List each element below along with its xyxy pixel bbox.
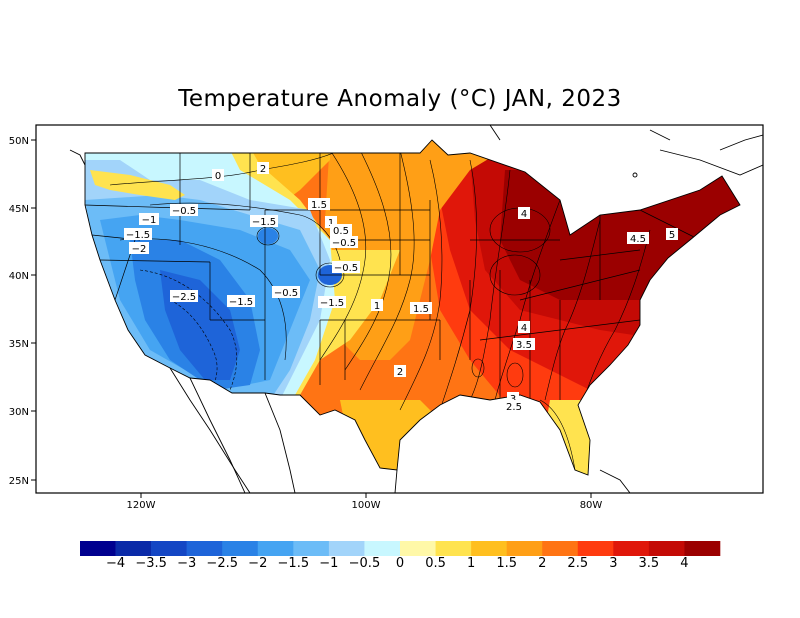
colorbar-swatch xyxy=(293,541,330,556)
lon-axis: 120W 100W 80W xyxy=(127,493,603,511)
contour-label: −2 xyxy=(132,244,147,255)
colorbar-swatch xyxy=(186,541,223,556)
contour-label: 4.5 xyxy=(630,234,646,245)
contour-label: 5 xyxy=(669,230,675,241)
contour-label: −0.5 xyxy=(332,238,356,249)
lat-tick-label: 35N xyxy=(9,339,29,350)
colorbar-swatch xyxy=(364,541,401,556)
colorbar-swatch xyxy=(328,541,365,556)
colorbar-label: 0 xyxy=(395,556,405,571)
contour-label: 2.5 xyxy=(506,402,522,413)
colorbar-label: −1.5 xyxy=(277,556,310,571)
contour-label: −2.5 xyxy=(172,292,196,303)
lat-tick-label: 25N xyxy=(9,476,29,487)
map-title: Temperature Anomaly (°C) JAN, 2023 xyxy=(178,86,622,112)
contour-label: 4 xyxy=(521,323,527,334)
colorbar-label: −2 xyxy=(248,556,268,571)
contour-labels: 2 0 −0.5 −1 −1.5 −2 −1.5 −0.5 −2.5 −1.5 … xyxy=(124,162,678,413)
colorbar-label: −1 xyxy=(319,556,339,571)
colorbar-label: −4 xyxy=(105,556,126,571)
colorbar-label: −2.5 xyxy=(206,556,239,571)
colorbar xyxy=(80,541,721,556)
colorbar-swatch xyxy=(471,541,507,556)
colorbar-swatch xyxy=(257,541,294,556)
contour-label: 1 xyxy=(328,218,334,229)
colorbar-label: −3.5 xyxy=(135,556,167,571)
colorbar-swatch xyxy=(115,541,152,556)
map-border xyxy=(35,124,764,494)
contour-label: −1 xyxy=(142,215,157,226)
contour-label: 3 xyxy=(510,394,516,405)
colorbar-label: 3 xyxy=(609,556,618,571)
contour-label: 1 xyxy=(374,301,380,312)
colorbar-label: 2 xyxy=(538,556,547,571)
lon-tick-label: 120W xyxy=(127,500,156,511)
lat-tick-label: 50N xyxy=(9,136,29,147)
contour-label: 0.5 xyxy=(333,226,349,237)
contour-label: 1.5 xyxy=(311,200,327,211)
colorbar-swatch xyxy=(80,541,116,556)
colorbar-labels: −4 −3.5 −3 −2.5 −2 −1.5 −1 −0.5 0 0.5 1 1.5 2 2.5 3 3.5… xyxy=(0,556,800,576)
colorbar-label: 1 xyxy=(466,556,476,571)
colorbar-swatch xyxy=(613,541,650,556)
lat-tick-label: 30N xyxy=(9,407,29,418)
colorbar-swatch xyxy=(400,541,436,556)
contour-label: 0 xyxy=(215,171,221,182)
colorbar-label: −0.5 xyxy=(348,556,381,571)
colorbar-label: 2.5 xyxy=(567,556,589,571)
contour-label: −1.5 xyxy=(320,298,344,309)
colorbar-swatch xyxy=(684,541,721,556)
colorbar-swatch xyxy=(577,541,614,556)
contour-label: 1.5 xyxy=(413,304,429,315)
contour-label: −1.5 xyxy=(252,217,276,228)
contour-label: −1.5 xyxy=(126,230,150,241)
lat-axis: 50N 45N 40N 35N 30N 25N xyxy=(9,136,36,487)
contour-label: 3.5 xyxy=(516,340,532,351)
contour-label: 2 xyxy=(260,164,266,175)
lat-tick-label: 45N xyxy=(9,204,29,215)
colorbar-swatch xyxy=(222,541,259,556)
lat-tick-label: 40N xyxy=(9,271,29,282)
contour-label: −0.5 xyxy=(334,263,358,274)
contour-label: −0.5 xyxy=(274,288,298,299)
lon-tick-label: 100W xyxy=(352,500,381,511)
contour-label: 4 xyxy=(521,209,527,220)
colorbar-swatch xyxy=(542,541,579,556)
colorbar-swatch xyxy=(151,541,187,556)
coastlines xyxy=(69,125,763,493)
contour-label: −0.5 xyxy=(172,206,196,217)
colorbar-swatch xyxy=(506,541,543,556)
colorbar-label: 4 xyxy=(680,556,689,571)
colorbar-swatch xyxy=(435,541,472,556)
contour-label: 2 xyxy=(397,367,403,378)
colorbar-label: 0.5 xyxy=(425,556,446,571)
colorbar-label: 3.5 xyxy=(638,556,660,571)
colorbar-label: 1.5 xyxy=(496,556,517,571)
lon-tick-label: 80W xyxy=(580,500,603,511)
colorbar-label: −3 xyxy=(177,556,197,571)
colorbar-swatch xyxy=(648,541,685,556)
contour-label: −1.5 xyxy=(229,297,253,308)
